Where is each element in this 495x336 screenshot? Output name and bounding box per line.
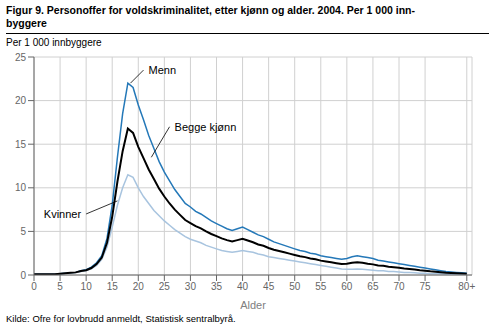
svg-text:20: 20 — [15, 95, 27, 106]
svg-text:50: 50 — [289, 281, 301, 292]
svg-text:Kvinner: Kvinner — [44, 208, 82, 220]
svg-text:5: 5 — [57, 281, 63, 292]
svg-text:75: 75 — [420, 281, 432, 292]
svg-text:70: 70 — [393, 281, 405, 292]
svg-text:15: 15 — [15, 139, 27, 150]
svg-text:65: 65 — [367, 281, 379, 292]
svg-text:0: 0 — [20, 270, 26, 281]
svg-text:5: 5 — [20, 226, 26, 237]
svg-text:10: 10 — [81, 281, 93, 292]
html-text:Figur 9. Personoffer for volds: Figur 9. Personoffer for voldskriminalit… — [6, 4, 415, 16]
svg-text:Menn: Menn — [149, 64, 177, 76]
svg-text:25: 25 — [15, 52, 27, 63]
svg-text:40: 40 — [237, 281, 249, 292]
svg-text:Alder: Alder — [240, 299, 266, 311]
html-text:byggere: byggere — [6, 17, 47, 29]
svg-text:15: 15 — [107, 281, 119, 292]
svg-text:80+: 80+ — [458, 281, 475, 292]
svg-text:10: 10 — [15, 182, 27, 193]
svg-text:55: 55 — [315, 281, 327, 292]
svg-text:30: 30 — [185, 281, 197, 292]
svg-text:25: 25 — [159, 281, 171, 292]
svg-text:0: 0 — [31, 281, 37, 292]
svg-text:45: 45 — [263, 281, 275, 292]
svg-text:20: 20 — [133, 281, 145, 292]
html-text:Kilde: Ofre for lovbrudd anmel: Kilde: Ofre for lovbrudd anmeldt, Statis… — [6, 313, 236, 324]
html-text:Per 1 000 innbyggere: Per 1 000 innbyggere — [6, 37, 102, 48]
svg-text:Begge kjønn: Begge kjønn — [175, 121, 237, 133]
svg-text:35: 35 — [211, 281, 223, 292]
svg-text:60: 60 — [341, 281, 353, 292]
